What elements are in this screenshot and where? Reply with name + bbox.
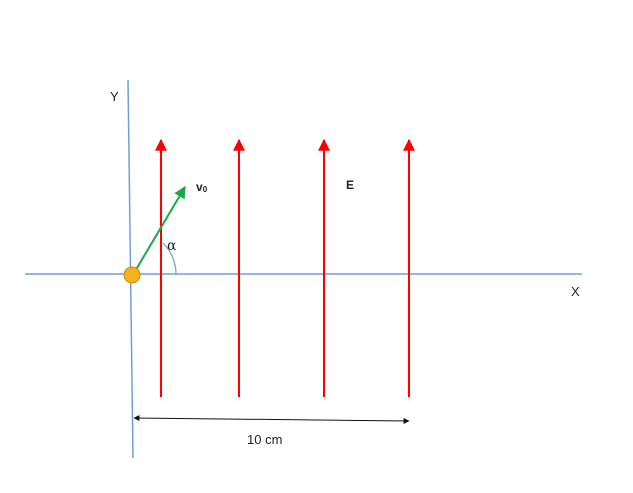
velocity-symbol: v (196, 180, 203, 194)
velocity-label: v0 (196, 180, 208, 194)
charged-particle (123, 266, 141, 284)
y-axis-label: Y (110, 89, 119, 104)
velocity-subscript: 0 (203, 185, 208, 194)
dimension-line (133, 415, 410, 424)
angle-label: α (167, 238, 177, 254)
velocity-vector (133, 185, 186, 274)
x-axis-label: X (571, 284, 580, 299)
field-label: E (346, 178, 354, 192)
angle-arc (162, 242, 177, 275)
dimension-label: 10 cm (247, 432, 282, 447)
